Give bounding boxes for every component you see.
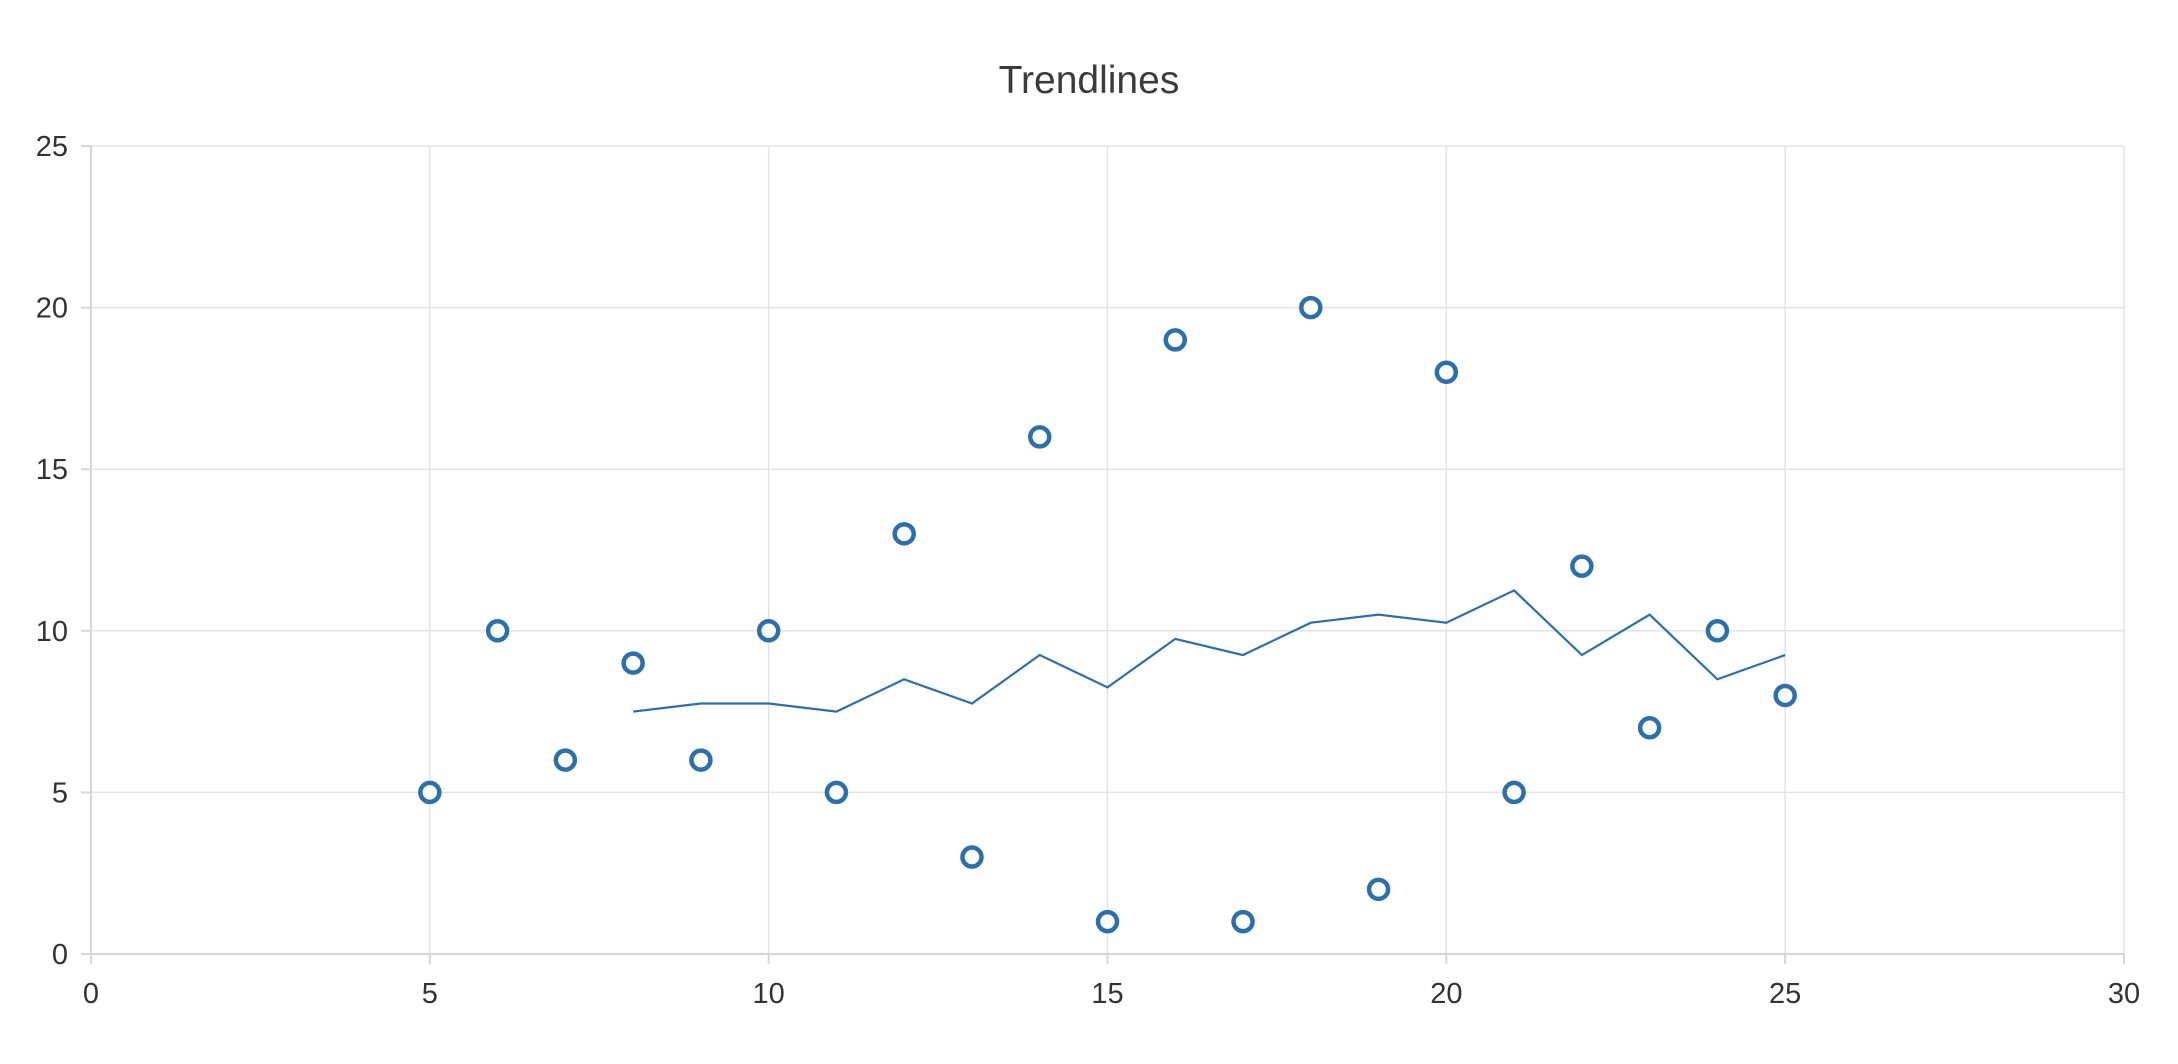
x-tick-label: 15	[1091, 978, 1123, 1010]
x-tick-label: 0	[83, 978, 99, 1010]
x-tick-label: 25	[1769, 978, 1801, 1010]
chart-title: Trendlines	[999, 59, 1180, 102]
scatter-point[interactable]	[1366, 877, 1391, 902]
y-tick-label: 15	[36, 454, 68, 486]
scatter-point[interactable]	[1163, 328, 1188, 352]
scatter-points	[418, 295, 1797, 934]
scatter-point[interactable]	[553, 748, 578, 772]
y-tick-label: 20	[36, 293, 68, 325]
scatter-point[interactable]	[485, 619, 510, 643]
scatter-point[interactable]	[1637, 716, 1662, 740]
scatter-point[interactable]	[960, 845, 984, 869]
x-tick-label: 10	[753, 978, 785, 1010]
scatter-point[interactable]	[1502, 780, 1526, 805]
x-tick-label: 20	[1430, 978, 1462, 1010]
scatter-point[interactable]	[621, 651, 645, 675]
y-tick-label: 5	[52, 777, 68, 809]
grid	[90, 145, 2125, 955]
y-tick-label: 0	[52, 939, 68, 971]
scatter-point[interactable]	[689, 748, 713, 772]
trendline-layer	[632, 589, 1786, 713]
scatter-point[interactable]	[756, 619, 781, 643]
scatter-point[interactable]	[1705, 619, 1730, 643]
y-tick-label: 10	[36, 616, 68, 648]
y-tick-label: 25	[36, 131, 68, 163]
trendline	[632, 589, 1786, 713]
scatter-point[interactable]	[418, 780, 442, 805]
x-tick-label: 5	[422, 978, 438, 1010]
scatter-point[interactable]	[1095, 909, 1120, 934]
scatter-point[interactable]	[1773, 683, 1797, 708]
scatter-point[interactable]	[1299, 295, 1323, 320]
scatter-point[interactable]	[1570, 554, 1594, 578]
scatter-point[interactable]	[1434, 360, 1459, 384]
scatter-point[interactable]	[1231, 909, 1255, 934]
scatter-point[interactable]	[1027, 425, 1052, 449]
scatter-point[interactable]	[824, 780, 849, 805]
axes: 0 5 10 15 20 25 30 0 5 10 15 20 25	[36, 131, 2140, 1010]
scatter-point[interactable]	[892, 522, 916, 546]
x-tick-label: 30	[2108, 978, 2140, 1010]
